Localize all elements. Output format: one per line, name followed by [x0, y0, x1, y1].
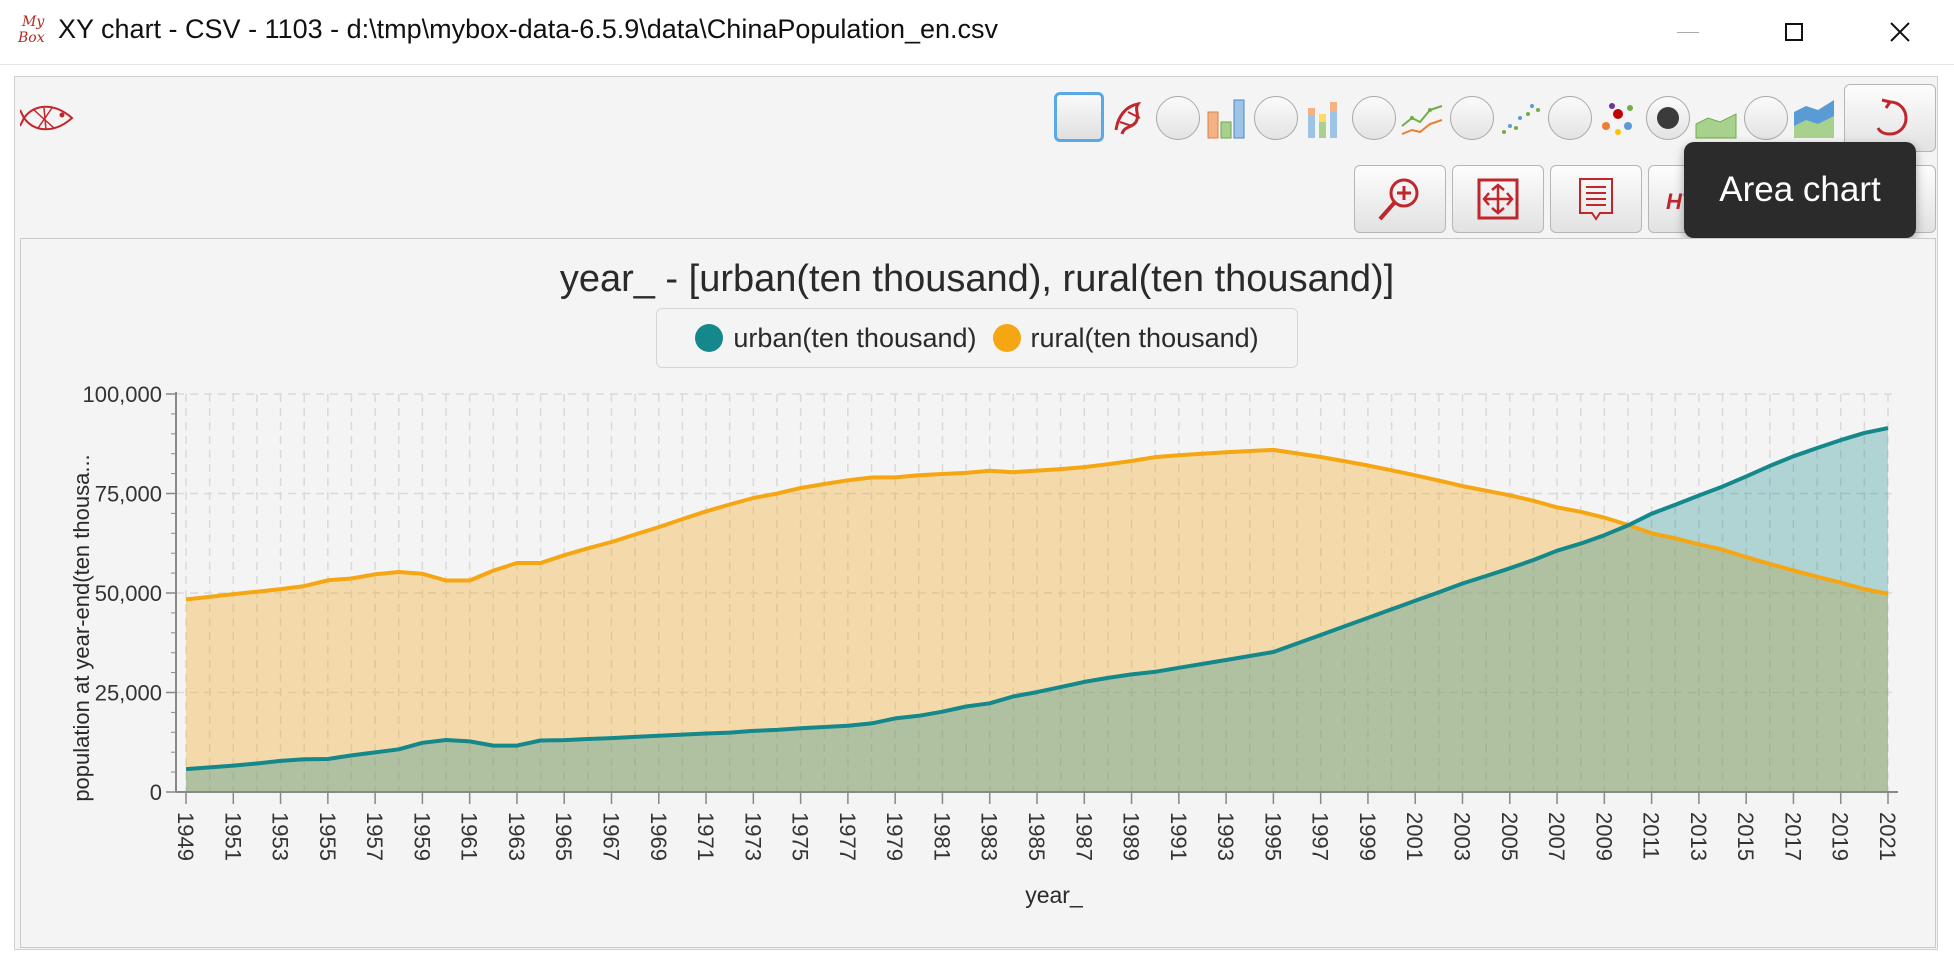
x-tick-label: 1987 [1071, 812, 1096, 861]
fit-size-icon [1477, 178, 1519, 220]
x-tick-label: 1981 [929, 812, 954, 861]
area-chart-radio[interactable] [1646, 96, 1690, 140]
legend-marker-urban [695, 324, 724, 352]
bar-chart-icon [1207, 99, 1245, 139]
x-tick-label: 2009 [1591, 812, 1616, 861]
series-line-urban [185, 426, 1889, 772]
minimize-icon [1677, 31, 1699, 33]
legend-label-urban: urban(ten thousand) [733, 322, 977, 353]
x-tick-label: 1963 [504, 812, 529, 861]
area-chart-tooltip: Area chart [1684, 142, 1916, 238]
x-tick-label: 1973 [740, 812, 765, 861]
x-tick-label: 1957 [362, 812, 387, 861]
zoom-in-button[interactable] [1354, 165, 1446, 233]
fish-logo-icon [20, 105, 74, 131]
data-list-icon [1579, 178, 1613, 221]
x-tick-label: 1969 [646, 812, 671, 861]
logo-text-top: My [22, 14, 45, 30]
x-tick-label: 1993 [1213, 812, 1238, 861]
options-toggle-button[interactable] [1054, 92, 1104, 142]
chart-legend: urban(ten thousand) rural(ten thousand) [656, 308, 1298, 368]
series-line-rural [185, 447, 1889, 602]
line-chart-icon [1401, 105, 1443, 135]
minimize-button[interactable] [1658, 10, 1718, 54]
scatter-chart-radio[interactable] [1450, 96, 1494, 140]
scatter-chart-icon [1502, 104, 1540, 134]
chinese-chart-icon [1114, 101, 1142, 135]
x-tick-label: 1999 [1355, 812, 1380, 861]
x-tick-label: 2011 [1639, 812, 1664, 859]
y-tick-label: 0 [150, 780, 162, 805]
y-tick-label: 100,000 [82, 382, 162, 407]
stacked-area-chart-radio[interactable] [1744, 96, 1788, 140]
x-tick-label: 1991 [1166, 812, 1191, 861]
x-tick-label: 1967 [599, 812, 624, 861]
area-fill-urban [186, 428, 1888, 792]
y-tick-label: 50,000 [95, 581, 162, 606]
x-tick-label: 1965 [551, 812, 576, 861]
bubble-chart-radio[interactable] [1548, 96, 1592, 140]
refresh-icon [1876, 98, 1908, 136]
y-tick-label: 25,000 [95, 681, 162, 706]
mybox-logo-icon: My Box [18, 14, 52, 50]
window-title: XY chart - CSV - 1103 - d:\tmp\mybox-dat… [58, 14, 999, 44]
x-tick-label: 1997 [1308, 812, 1333, 861]
line-chart-radio[interactable] [1352, 96, 1396, 140]
refresh-button[interactable] [1844, 84, 1936, 152]
fit-size-button[interactable] [1452, 165, 1544, 233]
x-tick-label: 1983 [977, 812, 1002, 861]
x-tick-label: 2021 [1875, 812, 1900, 861]
logo-text-bottom: Box [18, 30, 45, 46]
x-tick-label: 1953 [268, 812, 293, 861]
maximize-icon [1785, 23, 1803, 41]
x-tick-label: 2005 [1497, 812, 1522, 861]
stacked-bar-chart-icon [1308, 102, 1337, 138]
x-tick-label: 2019 [1828, 812, 1853, 861]
x-tick-label: 2003 [1450, 812, 1475, 861]
x-tick-label: 2015 [1733, 812, 1758, 861]
y-tick-label: 75,000 [95, 482, 162, 507]
x-tick-label: 1959 [409, 812, 434, 861]
maximize-button[interactable] [1764, 10, 1824, 54]
area-fill-rural [186, 449, 1888, 792]
x-tick-label: 1951 [220, 812, 245, 861]
close-icon [1890, 22, 1910, 42]
x-tick-label: 1975 [788, 812, 813, 861]
close-button[interactable] [1870, 10, 1930, 54]
x-tick-label: 1989 [1119, 812, 1144, 861]
x-tick-label: 1949 [173, 812, 198, 861]
x-tick-label: 1995 [1260, 812, 1285, 861]
stacked-area-chart-icon [1794, 100, 1834, 138]
x-tick-label: 2007 [1544, 812, 1569, 861]
data-list-button[interactable] [1550, 165, 1642, 233]
x-tick-label: 1985 [1024, 812, 1049, 861]
chart-title: year_ - [urban(ten thousand), rural(ten … [559, 258, 1395, 300]
x-tick-label: 1955 [315, 812, 340, 861]
legend-item-rural[interactable]: rural(ten thousand) [992, 322, 1259, 354]
x-axis-label: year_ [1025, 882, 1083, 908]
area-chart-icon [1695, 113, 1737, 139]
x-tick-label: 1977 [835, 812, 860, 861]
legend-item-urban[interactable]: urban(ten thousand) [695, 322, 977, 354]
x-tick-label: 1961 [457, 812, 482, 861]
window-title-bar: My Box XY chart - CSV - 1103 - d:\tmp\my… [0, 0, 1954, 65]
x-tick-label: 2017 [1780, 812, 1805, 861]
legend-label-rural: rural(ten thousand) [1030, 322, 1259, 353]
legend-marker-rural [992, 324, 1021, 352]
zoom-in-icon [1378, 178, 1419, 221]
bubble-chart-icon [1602, 103, 1633, 135]
x-tick-label: 1979 [882, 812, 907, 861]
x-tick-label: 2001 [1402, 812, 1427, 861]
x-tick-label: 1971 [693, 812, 718, 861]
stacked-bar-chart-radio[interactable] [1254, 96, 1298, 140]
bar-chart-radio[interactable] [1156, 96, 1200, 140]
x-tick-label: 2013 [1686, 812, 1711, 861]
